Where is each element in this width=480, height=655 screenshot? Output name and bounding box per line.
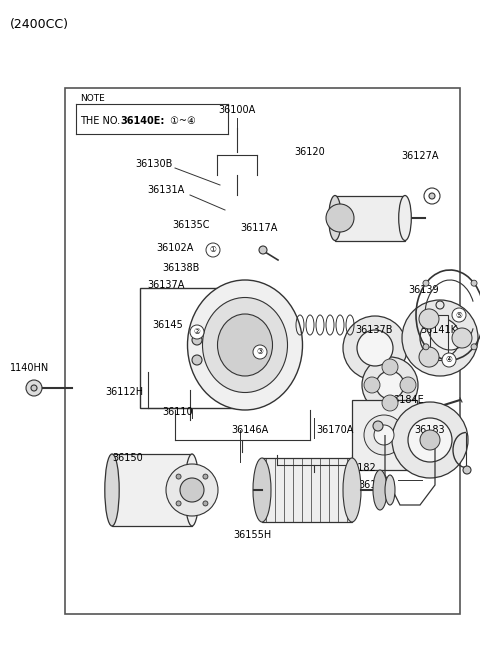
- Text: 36150: 36150: [112, 453, 143, 463]
- Circle shape: [203, 501, 208, 506]
- Text: 36135C: 36135C: [172, 220, 210, 230]
- Ellipse shape: [105, 454, 119, 526]
- Ellipse shape: [329, 195, 341, 240]
- Circle shape: [392, 402, 468, 478]
- Text: 36112H: 36112H: [105, 387, 143, 397]
- Circle shape: [364, 377, 380, 393]
- Circle shape: [176, 474, 181, 479]
- Ellipse shape: [343, 458, 361, 522]
- Ellipse shape: [399, 195, 411, 240]
- Bar: [335, 195, 405, 240]
- Text: 36110: 36110: [163, 407, 193, 417]
- Circle shape: [374, 425, 394, 445]
- Circle shape: [253, 345, 267, 359]
- Circle shape: [382, 359, 398, 375]
- Bar: [430, 315, 448, 360]
- Circle shape: [423, 344, 429, 350]
- Circle shape: [326, 204, 354, 232]
- Circle shape: [452, 308, 466, 322]
- Circle shape: [442, 353, 456, 367]
- Circle shape: [176, 501, 181, 506]
- Circle shape: [452, 328, 472, 348]
- Circle shape: [402, 300, 478, 376]
- Circle shape: [419, 309, 439, 329]
- Circle shape: [376, 371, 404, 399]
- Bar: [65, 88, 460, 614]
- Bar: [352, 400, 417, 470]
- Text: 36145: 36145: [152, 320, 183, 330]
- Text: 36146A: 36146A: [231, 425, 269, 435]
- Circle shape: [343, 316, 407, 380]
- Text: 1140HN: 1140HN: [10, 363, 49, 373]
- Ellipse shape: [217, 314, 273, 376]
- Text: ②: ②: [193, 328, 201, 337]
- Text: 36130B: 36130B: [136, 159, 173, 169]
- Ellipse shape: [373, 470, 387, 510]
- Text: ①: ①: [210, 246, 216, 255]
- Bar: [112, 454, 192, 526]
- Circle shape: [400, 377, 416, 393]
- Circle shape: [357, 330, 393, 366]
- Text: THE NO.: THE NO.: [80, 116, 120, 126]
- Text: ③: ③: [257, 348, 264, 356]
- Circle shape: [471, 344, 477, 350]
- Text: 36102A: 36102A: [156, 243, 193, 253]
- Circle shape: [408, 418, 452, 462]
- Circle shape: [192, 335, 202, 345]
- Circle shape: [420, 430, 440, 450]
- Text: (2400CC): (2400CC): [10, 18, 69, 31]
- Text: 36100A: 36100A: [218, 105, 256, 115]
- Circle shape: [471, 280, 477, 286]
- Circle shape: [192, 355, 202, 365]
- Text: 36170A: 36170A: [316, 425, 353, 435]
- Circle shape: [166, 464, 218, 516]
- Text: 36137A: 36137A: [147, 280, 184, 290]
- Bar: [140, 288, 250, 408]
- Text: 36138B: 36138B: [162, 263, 199, 273]
- Text: ①~④: ①~④: [167, 116, 196, 126]
- Circle shape: [180, 478, 204, 502]
- Bar: [262, 458, 352, 522]
- Text: 36183: 36183: [414, 425, 444, 435]
- Text: 36155H: 36155H: [233, 530, 271, 540]
- Circle shape: [362, 357, 418, 413]
- Text: NOTE: NOTE: [80, 94, 105, 103]
- Circle shape: [26, 380, 42, 396]
- Ellipse shape: [185, 454, 199, 526]
- Circle shape: [382, 395, 398, 411]
- Text: ④: ④: [445, 356, 453, 364]
- Circle shape: [423, 280, 429, 286]
- Text: 36141K: 36141K: [420, 325, 457, 335]
- Text: 36120: 36120: [294, 147, 325, 157]
- Ellipse shape: [385, 475, 395, 505]
- Circle shape: [203, 474, 208, 479]
- Circle shape: [190, 325, 204, 339]
- Circle shape: [259, 246, 267, 254]
- Circle shape: [364, 415, 404, 455]
- Ellipse shape: [253, 458, 271, 522]
- Circle shape: [463, 466, 471, 474]
- Text: 36184E: 36184E: [387, 395, 424, 405]
- Circle shape: [420, 318, 460, 358]
- Circle shape: [429, 193, 435, 199]
- Text: 36131A: 36131A: [148, 185, 185, 195]
- Circle shape: [373, 421, 383, 431]
- Circle shape: [206, 243, 220, 257]
- Circle shape: [31, 385, 37, 391]
- Ellipse shape: [203, 297, 288, 392]
- Text: 36140E:: 36140E:: [120, 116, 164, 126]
- Text: 36137B: 36137B: [355, 325, 393, 335]
- Ellipse shape: [188, 280, 302, 410]
- Text: 36127A: 36127A: [401, 151, 439, 161]
- Text: 36170: 36170: [358, 480, 389, 490]
- Text: 36117A: 36117A: [240, 223, 277, 233]
- Text: ⑤: ⑤: [456, 310, 462, 320]
- Circle shape: [419, 347, 439, 367]
- Text: 36139: 36139: [408, 285, 439, 295]
- Text: 36182: 36182: [345, 463, 376, 473]
